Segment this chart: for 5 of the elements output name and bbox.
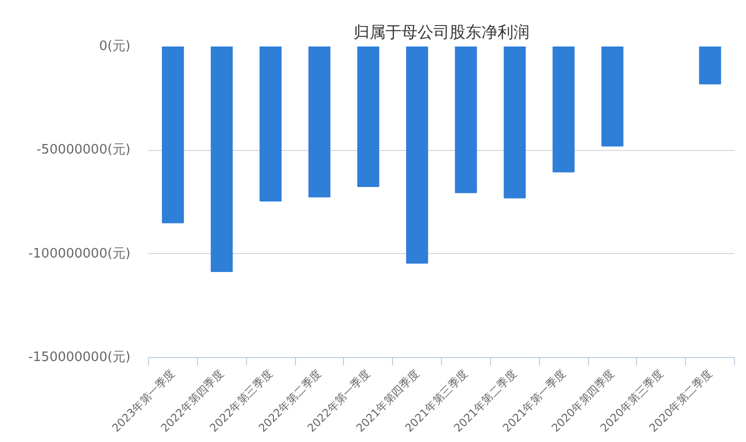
y-tick-label: 0(元)	[99, 39, 131, 54]
y-tick-label: -150000000(元)	[28, 350, 131, 365]
chart-title: 归属于母公司股东净利润	[354, 22, 530, 42]
y-tick-label: -50000000(元)	[36, 142, 131, 158]
y-tick-label: -100000000(元)	[28, 246, 131, 262]
